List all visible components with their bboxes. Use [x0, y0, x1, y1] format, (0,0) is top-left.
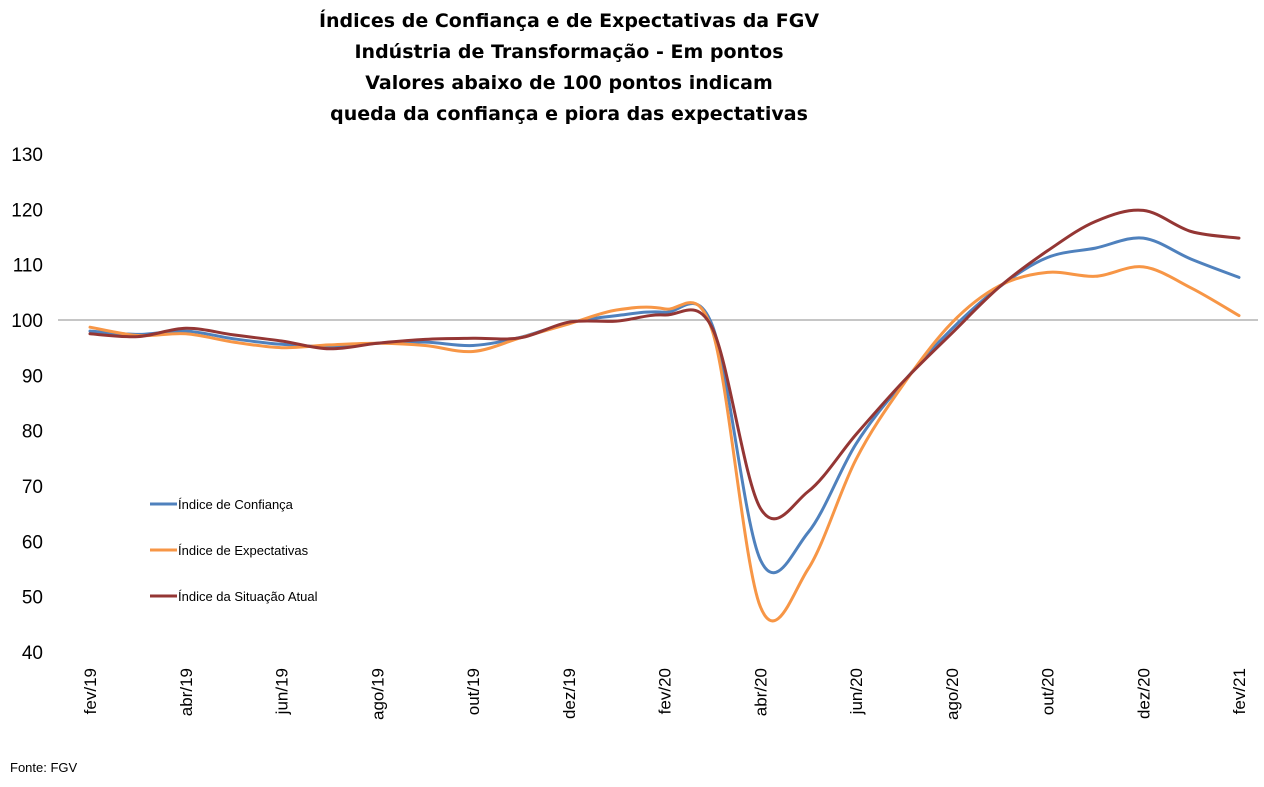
y-tick-label: 50	[22, 588, 43, 609]
x-tick-label: jun/19	[273, 668, 292, 715]
x-tick-label: ago/19	[368, 668, 387, 720]
chart-title-line-1: Índices de Confiança e de Expectativas d…	[318, 10, 820, 32]
y-tick-label: 90	[22, 366, 43, 387]
x-tick-label: out/20	[1039, 668, 1058, 715]
y-tick-label: 130	[11, 145, 43, 166]
x-tick-label: fev/19	[81, 668, 100, 714]
legend-label-expectativas: Índice de Expectativas	[178, 543, 309, 558]
chart-title-line-3: Valores abaixo de 100 pontos indicam	[365, 72, 773, 94]
x-tick-label: fev/20	[656, 668, 675, 714]
x-tick-label: abr/19	[177, 668, 196, 716]
legend-label-confianca: Índice de Confiança	[178, 497, 294, 512]
y-tick-label: 60	[22, 532, 43, 553]
y-tick-label: 70	[22, 477, 43, 498]
source-note: Fonte: FGV	[10, 760, 78, 775]
x-tick-label: jun/20	[847, 668, 866, 715]
chart-title-line-2: Indústria de Transformação - Em pontos	[354, 41, 784, 63]
x-tick-label: fev/21	[1230, 668, 1249, 714]
y-axis: 40 50 60 70 80 90 100 110 120 130	[11, 145, 43, 664]
y-tick-label: 40	[22, 643, 43, 664]
chart-title-line-4: queda da confiança e piora das expectati…	[330, 103, 808, 125]
series-line-situacao-atual	[88, 208, 1241, 521]
legend-label-situacao-atual: Índice da Situação Atual	[178, 589, 318, 604]
y-tick-label: 100	[11, 311, 43, 332]
y-tick-label: 110	[13, 256, 43, 277]
series-line-confianca	[88, 236, 1241, 575]
x-tick-label: abr/20	[751, 668, 770, 716]
x-tick-label: out/19	[464, 668, 483, 715]
series-lines	[88, 208, 1241, 623]
x-tick-label: ago/20	[943, 668, 962, 720]
y-tick-label: 80	[22, 422, 43, 443]
y-tick-label: 120	[11, 200, 43, 221]
legend: Índice de Confiança Índice de Expectativa…	[150, 497, 318, 604]
x-axis: fev/19 abr/19 jun/19 ago/19 out/19 dez/19 fev/…	[81, 668, 1249, 720]
x-tick-label: dez/20	[1134, 668, 1153, 719]
x-tick-label: dez/19	[560, 668, 579, 719]
chart-title: Índices de Confiança e de Expectativas d…	[0, 6, 1138, 130]
